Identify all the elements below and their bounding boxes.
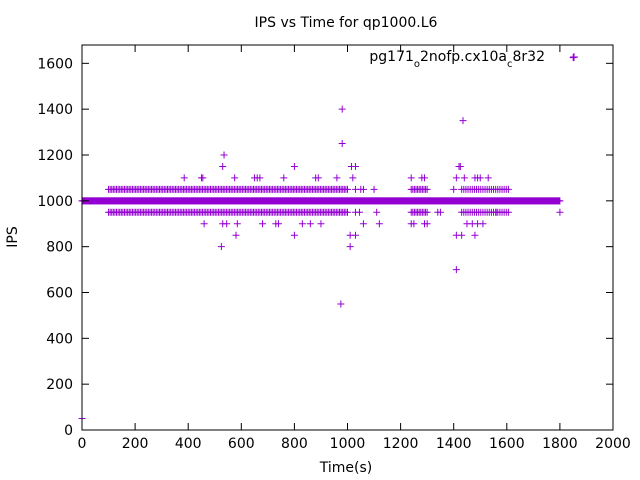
data-point <box>231 174 239 182</box>
data-point <box>359 220 367 228</box>
data-point <box>504 208 512 216</box>
data-point <box>452 174 460 182</box>
plot-frame <box>81 44 614 431</box>
y-tick-label: 800 <box>46 240 73 256</box>
x-tick-label: 0 <box>78 436 87 452</box>
x-tick-label: 600 <box>228 436 255 452</box>
data-point <box>256 174 264 182</box>
data-point <box>460 174 468 182</box>
y-tick-label: 200 <box>46 377 73 393</box>
data-point <box>274 220 282 228</box>
data-point <box>420 174 428 182</box>
data-point <box>180 174 188 182</box>
data-point <box>484 174 492 182</box>
y-tick-label: 600 <box>46 286 73 302</box>
data-point <box>471 231 479 239</box>
data-point <box>290 162 298 170</box>
legend-label: pg171o2nofp.cx10ac8r32 <box>369 49 545 70</box>
y-axis-label: IPS <box>5 226 21 248</box>
y-axis: 0 200 400 600 800 1000 1200 1400 1600 <box>37 56 613 439</box>
data-point <box>317 220 325 228</box>
data-point <box>479 220 487 228</box>
data-point <box>346 243 354 251</box>
data-point <box>456 162 464 170</box>
data-point <box>233 220 241 228</box>
y-tick-label: 1200 <box>37 148 73 164</box>
y-tick-label: 400 <box>46 331 73 347</box>
x-tick-label: 1000 <box>330 436 366 452</box>
x-axis-label: Time(s) <box>319 460 372 476</box>
x-tick-label: 1800 <box>542 436 578 452</box>
data-point <box>410 220 418 228</box>
data-point <box>349 174 357 182</box>
data-point <box>459 117 467 125</box>
data-point <box>344 208 351 216</box>
data-point <box>407 174 415 182</box>
data-point <box>452 266 460 274</box>
data-point <box>375 220 383 228</box>
x-axis: 0 200 400 600 800 1000 1200 1400 1600 1800 2000 <box>78 45 631 452</box>
data-point <box>436 208 444 216</box>
data-point <box>200 220 208 228</box>
data-point <box>259 220 267 228</box>
y-tick-label: 1400 <box>37 102 73 118</box>
chart-title: IPS vs Time for qp1000.L6 <box>255 15 438 31</box>
y-tick-label: 0 <box>64 423 73 439</box>
data-point <box>373 208 381 216</box>
data-point <box>219 162 227 170</box>
data-point <box>223 220 231 228</box>
data-point <box>423 208 431 216</box>
data-point <box>290 231 298 239</box>
data-point <box>338 105 346 113</box>
data-point <box>359 185 367 193</box>
data-point <box>569 54 577 62</box>
data-point <box>306 220 314 228</box>
data-point <box>504 185 512 193</box>
data-point <box>351 231 359 239</box>
x-tick-label: 2000 <box>595 436 631 452</box>
data-point <box>351 162 359 170</box>
x-tick-label: 1600 <box>489 436 525 452</box>
data-point <box>344 185 351 193</box>
data-point <box>476 174 484 182</box>
x-tick-label: 1400 <box>436 436 472 452</box>
data-point <box>314 174 322 182</box>
data-point <box>450 185 458 193</box>
data-point <box>333 174 341 182</box>
data-point <box>556 197 564 205</box>
data-point <box>423 185 431 193</box>
data-point <box>199 174 207 182</box>
data-point <box>355 208 363 216</box>
data-point <box>458 231 466 239</box>
x-tick-label: 800 <box>281 436 308 452</box>
data-point <box>298 220 306 228</box>
data-point <box>220 151 228 159</box>
data-point <box>217 243 225 251</box>
x-tick-label: 1200 <box>383 436 419 452</box>
data-point <box>232 231 240 239</box>
legend: pg171o2nofp.cx10ac8r32 <box>369 49 578 70</box>
data-point <box>337 300 345 308</box>
legend-marker-plus <box>570 53 578 61</box>
series-points <box>78 54 577 423</box>
y-tick-label: 1600 <box>37 56 73 72</box>
x-tick-label: 200 <box>122 436 149 452</box>
y-tick-label: 1000 <box>37 194 73 210</box>
data-point <box>492 208 500 216</box>
data-point <box>280 174 288 182</box>
data-point <box>556 208 564 216</box>
data-point <box>370 185 378 193</box>
data-point <box>423 220 431 228</box>
data-point <box>338 140 346 148</box>
x-tick-label: 400 <box>175 436 202 452</box>
